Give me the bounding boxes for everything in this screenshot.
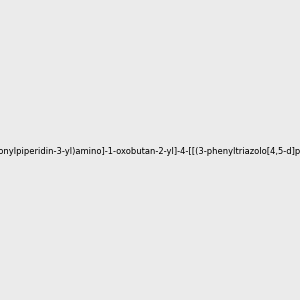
Text: N-[(2S)-4-cyclohexyl-1-[(1-methylsulfonylpiperidin-3-yl)amino]-1-oxobutan-2-yl]-: N-[(2S)-4-cyclohexyl-1-[(1-methylsulfony… (0, 147, 300, 156)
